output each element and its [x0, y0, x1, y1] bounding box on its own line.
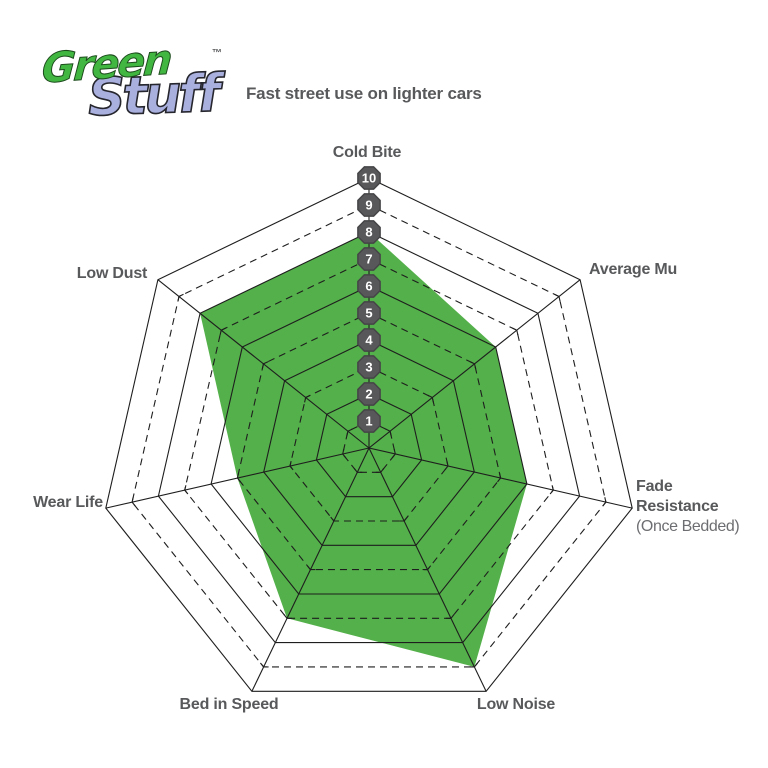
scale-badge-number: 3	[365, 360, 372, 375]
scale-badge	[357, 247, 381, 271]
scale-badge-number: 8	[365, 225, 372, 240]
axis-spoke	[368, 447, 633, 509]
scale-badge	[357, 274, 381, 298]
scale-badge	[357, 301, 381, 325]
grid-ring-solid	[210, 285, 528, 595]
axis-spoke	[251, 447, 370, 692]
scale-badge-number: 4	[365, 333, 373, 348]
axis-label-fade-resistance-text: Fade Resistance	[636, 478, 719, 515]
axis-spoke	[105, 447, 370, 509]
grid-ring-dashed	[289, 366, 449, 522]
scale-badge-number: 7	[365, 252, 372, 267]
axis-label-low-noise: Low Noise	[476, 696, 556, 713]
axis-label-fade-note: (Once Bedded)	[636, 518, 740, 535]
scale-badge-number: 2	[365, 387, 372, 402]
scale-badge-number: 5	[365, 306, 372, 321]
scale-badge-number: 1	[365, 414, 372, 429]
axis-label-cold-bite: Cold Bite	[332, 144, 402, 161]
scale-badge-number: 6	[365, 279, 372, 294]
scale-badge	[357, 328, 381, 352]
axis-spoke	[368, 447, 487, 692]
axis-label-fade-resistance: Fade Resistance (Once Bedded)	[636, 477, 740, 537]
axis-spoke	[157, 279, 370, 449]
axis-label-wear-life: Wear Life	[33, 494, 103, 511]
axis-label-low-dust: Low Dust	[76, 265, 148, 282]
scale-badge-number: 9	[365, 198, 372, 213]
scale-badge	[357, 409, 381, 433]
axis-label-average-mu: Average Mu	[589, 261, 678, 278]
trademark-symbol: ™	[212, 48, 222, 59]
grid-ring-solid	[105, 177, 633, 692]
scale-badge	[357, 193, 381, 217]
grid-ring-dashed	[236, 312, 502, 571]
scale-badge	[357, 355, 381, 379]
chart-subtitle: Fast street use on lighter cars	[246, 84, 482, 103]
greenstuff-logo: Stuff Green ™	[36, 30, 236, 145]
grid-ring-solid	[315, 393, 423, 498]
scale-badge	[357, 166, 381, 190]
scale-badge	[357, 382, 381, 406]
scale-badge	[357, 220, 381, 244]
scale-badge-number: 10	[362, 171, 376, 186]
axis-spoke	[368, 279, 581, 449]
grid-ring-solid	[157, 231, 581, 644]
axis-label-bed-in-speed: Bed in Speed	[179, 696, 279, 713]
grid-ring-dashed	[131, 204, 607, 668]
grid-ring-solid	[263, 339, 475, 546]
